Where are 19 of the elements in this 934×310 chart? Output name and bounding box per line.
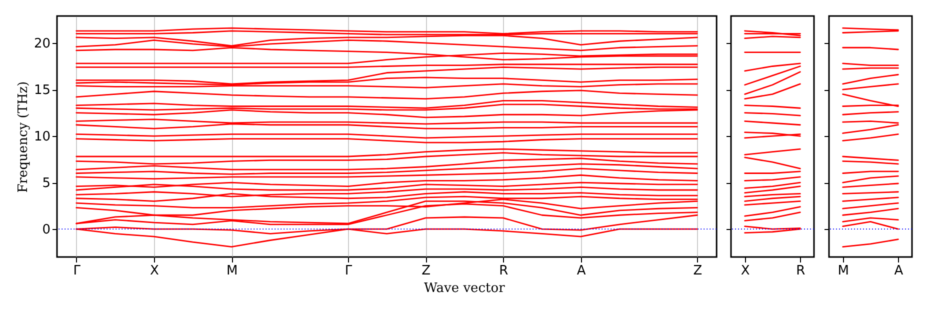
y-tick-label: 10 [34,130,50,145]
x-tick-label: Γ [73,264,82,278]
x-tick-label: Z [422,264,431,278]
y-axis-title: Frequency (THz) [16,81,31,193]
x-tick-label: Γ [344,264,353,278]
x-tick-label: R [499,264,508,278]
x-tick-label: A [894,264,904,278]
y-tick-label: 20 [34,36,50,52]
x-tick-label: X [740,264,750,278]
y-tick-label: 5 [42,176,50,192]
y-tick-label: 0 [42,222,50,238]
x-tick-label: Z [693,264,702,278]
x-tick-label: M [226,264,238,278]
x-tick-label: R [796,264,806,278]
x-axis-title: Wave vector [424,280,506,296]
x-tick-label: M [838,264,849,278]
y-tick-label: 15 [34,83,50,98]
x-tick-label: A [576,264,586,278]
x-tick-label: X [150,264,160,278]
